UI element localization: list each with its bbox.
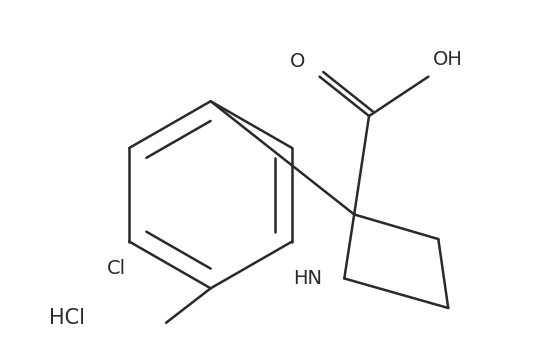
Text: Cl: Cl <box>107 259 126 278</box>
Text: HCl: HCl <box>49 308 85 328</box>
Text: OH: OH <box>433 50 463 69</box>
Text: O: O <box>290 52 305 71</box>
Text: HN: HN <box>293 269 322 288</box>
